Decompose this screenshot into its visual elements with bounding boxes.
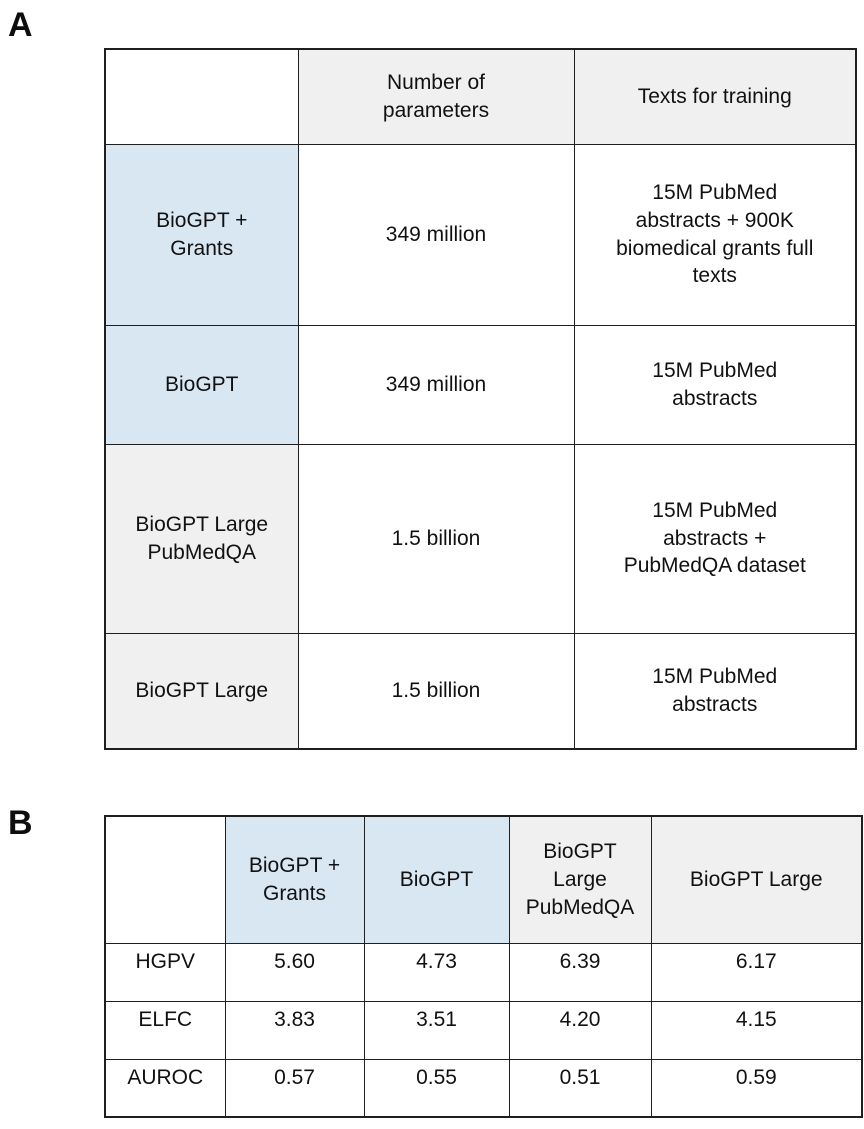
table-row: HGPV 5.60 4.73 6.39 6.17 [104, 942, 863, 1002]
table-a-header-training-texts: Texts for training [573, 48, 857, 145]
table-row: BioGPT Large 1.5 billion 15M PubMed abst… [104, 632, 857, 750]
table-b-header-biogpt-grants: BioGPT + Grants [224, 815, 365, 944]
table-b-header-row: BioGPT + Grants BioGPT BioGPT Large PubM… [104, 815, 863, 944]
training-texts-cell: 15M PubMed abstracts [573, 632, 857, 750]
table-row: BioGPT + Grants 349 million 15M PubMed a… [104, 143, 857, 326]
table-row: BioGPT Large PubMedQA 1.5 billion 15M Pu… [104, 443, 857, 634]
metric-value-cell: 0.55 [363, 1058, 510, 1118]
metric-value-cell: 4.73 [363, 942, 510, 1002]
parameters-cell: 1.5 billion [297, 632, 575, 750]
table-row: ELFC 3.83 3.51 4.20 4.15 [104, 1000, 863, 1060]
parameters-cell: 349 million [297, 324, 575, 445]
panel-a-label: A [8, 6, 33, 44]
model-info-table: Number of parameters Texts for training … [104, 48, 857, 750]
parameters-cell: 349 million [297, 143, 575, 326]
table-b-header-biogpt-large-pubmedqa: BioGPT Large PubMedQA [508, 815, 652, 944]
metric-value-cell: 3.51 [363, 1000, 510, 1060]
metric-value-cell: 6.17 [650, 942, 863, 1002]
table-a-header-row: Number of parameters Texts for training [104, 48, 857, 145]
metric-value-cell: 4.15 [650, 1000, 863, 1060]
metric-name-cell: AUROC [104, 1058, 226, 1118]
table-b-header-biogpt-large: BioGPT Large [650, 815, 863, 944]
model-name-cell: BioGPT [104, 324, 299, 445]
training-texts-cell: 15M PubMed abstracts [573, 324, 857, 445]
table-a-header-parameters: Number of parameters [297, 48, 575, 145]
table-row: AUROC 0.57 0.55 0.51 0.59 [104, 1058, 863, 1118]
metric-value-cell: 0.59 [650, 1058, 863, 1118]
model-name-cell: BioGPT + Grants [104, 143, 299, 326]
panel-b-label: B [8, 804, 33, 842]
metric-name-cell: HGPV [104, 942, 226, 1002]
metrics-table: BioGPT + Grants BioGPT BioGPT Large PubM… [104, 815, 863, 1118]
model-name-cell: BioGPT Large PubMedQA [104, 443, 299, 634]
metric-value-cell: 5.60 [224, 942, 365, 1002]
table-a-corner-cell [104, 48, 299, 145]
metric-value-cell: 0.51 [508, 1058, 652, 1118]
metric-value-cell: 3.83 [224, 1000, 365, 1060]
metric-value-cell: 6.39 [508, 942, 652, 1002]
parameters-cell: 1.5 billion [297, 443, 575, 634]
table-b-header-biogpt: BioGPT [363, 815, 510, 944]
model-name-cell: BioGPT Large [104, 632, 299, 750]
table-b-corner-cell [104, 815, 226, 944]
metric-value-cell: 4.20 [508, 1000, 652, 1060]
metric-value-cell: 0.57 [224, 1058, 365, 1118]
training-texts-cell: 15M PubMed abstracts + PubMedQA dataset [573, 443, 857, 634]
metric-name-cell: ELFC [104, 1000, 226, 1060]
training-texts-cell: 15M PubMed abstracts + 900K biomedical g… [573, 143, 857, 326]
table-row: BioGPT 349 million 15M PubMed abstracts [104, 324, 857, 445]
